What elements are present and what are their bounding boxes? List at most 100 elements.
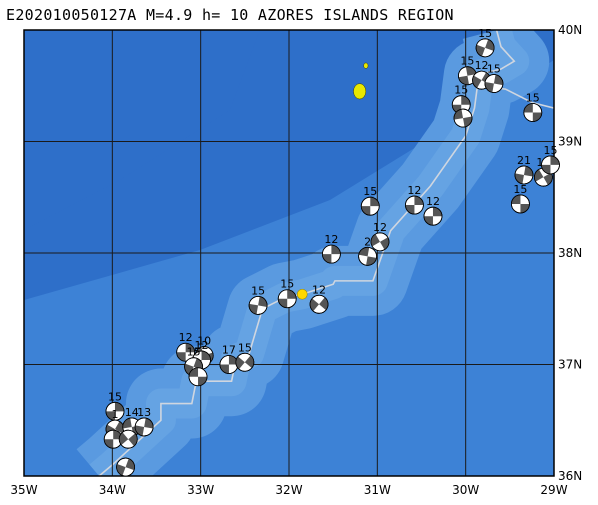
- depth-label: 15: [478, 27, 492, 40]
- beachball-outline: [405, 195, 424, 215]
- focal-mechanism: [360, 196, 380, 216]
- compression-quadrant: [176, 352, 186, 362]
- longitude-label: 29W: [540, 483, 567, 497]
- depth-label: 12: [312, 283, 326, 296]
- compression-quadrant: [189, 367, 199, 377]
- compression-quadrant: [493, 74, 503, 86]
- beachball-outline: [511, 194, 530, 214]
- focal-mechanism: [523, 103, 543, 122]
- beachball-outline: [423, 206, 443, 226]
- compression-quadrant: [370, 197, 380, 207]
- compression-quadrant: [511, 194, 521, 204]
- compression-quadrant: [128, 433, 138, 447]
- depth-label: 15: [526, 92, 540, 105]
- island: [353, 83, 367, 100]
- focal-mechanism: [511, 194, 530, 214]
- compression-quadrant: [358, 247, 370, 257]
- focal-mechanism: [423, 206, 443, 226]
- compression-quadrant: [370, 234, 380, 247]
- depth-label: 10: [197, 335, 211, 348]
- focal-mechanism: [370, 232, 390, 252]
- focal-mechanism: [188, 367, 208, 387]
- depth-label: 14: [125, 406, 139, 419]
- compression-quadrant: [235, 356, 245, 370]
- depth-label: 21: [517, 154, 531, 167]
- depth-label: 12: [407, 184, 421, 197]
- compression-quadrant: [319, 297, 328, 311]
- longitude-label: 33W: [187, 483, 214, 497]
- depth-label: 12: [324, 233, 338, 246]
- latitude-label: 36N: [558, 469, 582, 483]
- longitude-label: 30W: [452, 483, 479, 497]
- focal-mechanism: [321, 244, 341, 264]
- compression-quadrant: [541, 164, 551, 174]
- beachball-outline: [475, 38, 495, 58]
- depth-label: 13: [137, 406, 151, 419]
- compression-quadrant: [458, 75, 469, 85]
- latitude-label: 38N: [558, 246, 582, 260]
- beachball-outline: [235, 352, 255, 372]
- beachball-outline: [523, 103, 543, 122]
- latitude-label: 39N: [558, 135, 582, 149]
- compression-quadrant: [331, 245, 341, 255]
- depth-label: 12: [426, 195, 440, 208]
- compression-quadrant: [379, 237, 389, 250]
- depth-label: 15: [108, 390, 122, 403]
- compression-quadrant: [122, 418, 132, 429]
- main-event: [296, 288, 308, 300]
- depth-label: 17: [222, 344, 236, 357]
- event-epicenter-marker: [296, 288, 308, 300]
- compression-quadrant: [278, 298, 288, 308]
- compression-quadrant: [244, 355, 254, 369]
- beachball-outline: [453, 108, 473, 128]
- latitude-label: 40N: [558, 23, 582, 37]
- focal-mechanism: [277, 289, 297, 309]
- depth-label: 15: [238, 341, 252, 354]
- compression-quadrant: [550, 155, 560, 165]
- longitude-label: 32W: [275, 483, 302, 497]
- compression-quadrant: [423, 216, 433, 226]
- beachball-outline: [116, 457, 135, 477]
- beachball-outline: [277, 289, 297, 309]
- beachball-outline: [360, 196, 380, 216]
- focal-mechanism: [358, 246, 378, 266]
- compression-quadrant: [405, 205, 415, 215]
- compression-quadrant: [461, 95, 471, 105]
- depth-label: 15: [187, 346, 201, 359]
- compression-quadrant: [258, 296, 268, 307]
- compression-quadrant: [310, 298, 320, 312]
- compression-quadrant: [219, 364, 229, 374]
- map-title: E202010050127A M=4.9 h= 10 AZORES ISLAND…: [6, 6, 454, 24]
- focal-mechanism: [541, 155, 560, 175]
- beachball-outline: [484, 74, 504, 93]
- compression-quadrant: [104, 439, 114, 449]
- islands: [353, 62, 369, 100]
- focal-mechanism: [309, 294, 329, 314]
- compression-quadrant: [523, 103, 533, 113]
- compression-quadrant: [520, 203, 530, 213]
- focal-mechanism: [116, 457, 135, 477]
- compression-quadrant: [198, 376, 208, 386]
- island: [363, 62, 369, 69]
- focal-mechanism: [176, 342, 196, 362]
- compression-quadrant: [185, 343, 195, 353]
- compression-quadrant: [366, 256, 377, 266]
- focal-mechanism: [475, 38, 495, 58]
- beachball-outline: [541, 155, 560, 175]
- graticule: [24, 30, 554, 476]
- map-frame: [23, 29, 555, 477]
- beachball-outline: [321, 244, 341, 264]
- compression-quadrant: [532, 112, 542, 122]
- compression-quadrant: [484, 81, 494, 93]
- beachball-outline: [134, 417, 154, 437]
- compression-quadrant: [454, 109, 464, 120]
- depth-label: 12: [475, 59, 489, 72]
- compression-quadrant: [114, 421, 124, 434]
- beachball-outline: [514, 165, 534, 185]
- compression-quadrant: [463, 116, 472, 127]
- depth-label: 15: [454, 84, 468, 97]
- compression-quadrant: [135, 425, 145, 436]
- depth-label: 15: [280, 278, 294, 291]
- beachball-outline: [248, 296, 268, 315]
- beachball-outline: [118, 429, 138, 449]
